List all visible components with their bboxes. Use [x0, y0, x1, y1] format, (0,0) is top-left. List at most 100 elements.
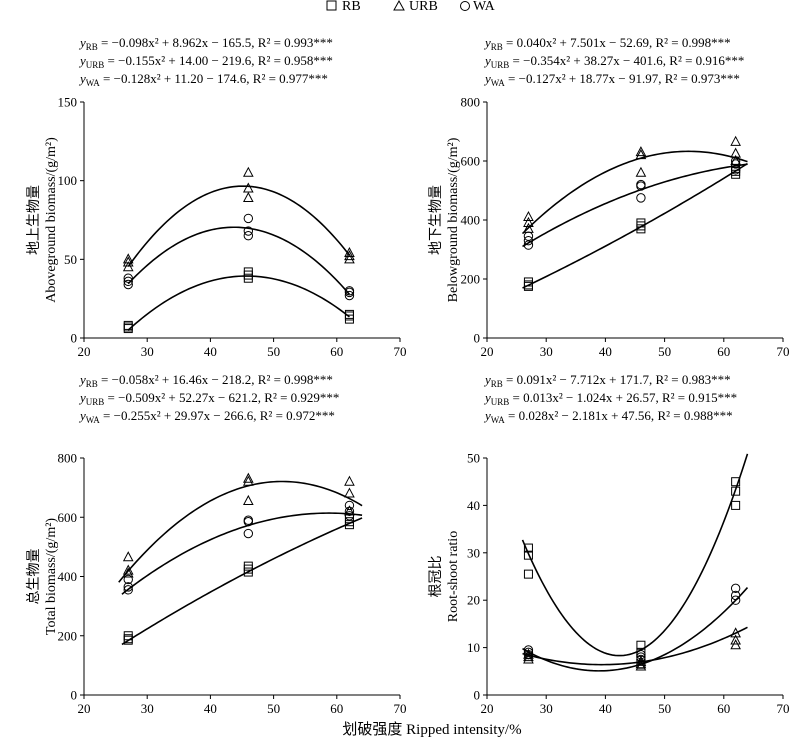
point-wa — [523, 235, 534, 246]
y-tick-label: 20 — [467, 593, 480, 608]
x-tick-label: 70 — [394, 701, 407, 716]
point-wa — [344, 506, 355, 517]
x-axis-label: 划破强度 Ripped intensity/% — [342, 721, 521, 738]
equation-rb: yRB = −0.058x² + 16.46x − 218.2, R² = 0.… — [78, 372, 333, 389]
fit-curve-rb — [522, 162, 748, 289]
point-wa — [636, 179, 646, 190]
x-tick-label: 60 — [717, 344, 730, 359]
x-tick-label: 50 — [267, 344, 280, 359]
point-rb — [243, 561, 253, 571]
fit-curve-rb — [521, 453, 749, 657]
fit-curve-wa — [522, 163, 748, 248]
equation-wa: yWA = −0.255x² + 29.97x − 266.6, R² = 0.… — [78, 408, 335, 425]
x-tick-label: 40 — [204, 344, 217, 359]
fit-curve-urb — [127, 185, 351, 268]
fit-curve-wa — [121, 512, 363, 595]
y-tick-label: 50 — [64, 252, 77, 267]
point-rb — [344, 309, 354, 319]
x-tick-label: 30 — [141, 344, 154, 359]
point-urb — [122, 256, 134, 267]
x-tick-label: 50 — [658, 344, 671, 359]
point-urb — [122, 253, 134, 264]
equation-rb: yRB = 0.040x² + 7.501x − 52.69, R² = 0.9… — [483, 35, 731, 52]
point-wa — [123, 279, 133, 290]
point-urb — [730, 135, 741, 146]
point-rb — [731, 477, 741, 487]
point-wa — [730, 590, 741, 601]
point-rb — [123, 320, 133, 330]
legend-wa-label: WA — [473, 0, 496, 14]
point-urb — [242, 472, 254, 483]
legend-rb-label: RB — [342, 0, 361, 14]
point-urb — [344, 253, 355, 264]
point-wa — [344, 290, 355, 301]
point-rb — [636, 640, 646, 650]
x-tick-label: 20 — [78, 344, 91, 359]
x-tick-label: 30 — [540, 701, 553, 716]
panel-belowground: yRB = 0.040x² + 7.501x − 52.69, R² = 0.9… — [428, 35, 790, 359]
equation-rb: yRB = 0.091x² − 7.712x + 171.7, R² = 0.9… — [483, 372, 731, 389]
y-tick-label: 600 — [461, 154, 481, 169]
point-wa — [243, 213, 254, 224]
point-urb — [344, 487, 355, 498]
point-wa — [243, 231, 254, 241]
point-wa — [523, 231, 534, 241]
y-axis-label: 总生物量 Total biomass/(g/m²) — [26, 518, 59, 635]
panel-root-shoot: yRB = 0.091x² − 7.712x + 171.7, R² = 0.9… — [428, 372, 790, 716]
y-tick-label: 50 — [467, 451, 480, 466]
point-wa — [523, 647, 534, 658]
equation-urb: yURB = −0.155x² + 14.00 − 219.6, R² = 0.… — [78, 53, 333, 70]
y-tick-label: 0 — [474, 331, 481, 346]
legend-urb-label: URB — [409, 0, 438, 14]
point-rb — [123, 631, 133, 641]
x-tick-label: 20 — [78, 701, 91, 716]
point-urb — [242, 191, 254, 202]
x-tick-label: 50 — [267, 701, 280, 716]
legend-wa-marker — [460, 1, 470, 11]
x-tick-label: 70 — [777, 344, 790, 359]
fit-curve-urb — [522, 626, 748, 666]
panel-aboveground: yRB = −0.098x² + 8.962x − 165.5, R² = 0.… — [26, 35, 407, 359]
y-tick-label: 400 — [58, 569, 78, 584]
point-wa — [523, 650, 534, 660]
legend-rb-marker — [326, 0, 337, 11]
point-wa — [523, 645, 534, 655]
point-wa — [636, 650, 646, 660]
point-rb — [523, 543, 533, 553]
y-tick-label: 800 — [461, 95, 481, 110]
y-tick-label: 10 — [467, 640, 480, 655]
point-urb — [344, 250, 355, 261]
x-tick-label: 70 — [394, 344, 407, 359]
point-urb — [730, 634, 741, 645]
point-rb — [243, 270, 253, 280]
fit-curve-wa — [522, 587, 749, 672]
x-tick-label: 50 — [658, 701, 671, 716]
point-rb — [243, 267, 253, 277]
y-tick-label: 200 — [461, 272, 481, 287]
point-wa — [344, 500, 355, 511]
point-rb — [523, 277, 533, 287]
fit-curve-wa — [127, 226, 351, 295]
equation-rb: yRB = −0.098x² + 8.962x − 165.5, R² = 0.… — [78, 35, 333, 52]
point-wa — [123, 585, 133, 595]
point-wa — [344, 286, 355, 296]
point-wa — [730, 595, 741, 605]
point-rb — [523, 569, 533, 579]
point-wa — [123, 276, 133, 287]
x-tick-label: 70 — [777, 701, 790, 716]
point-urb — [523, 210, 534, 222]
point-urb — [242, 166, 254, 177]
point-urb — [635, 146, 647, 157]
point-wa — [123, 273, 133, 283]
point-urb — [242, 182, 254, 193]
x-tick-label: 30 — [141, 701, 154, 716]
y-tick-label: 40 — [467, 498, 480, 513]
point-urb — [122, 564, 134, 575]
point-rb — [636, 218, 646, 228]
point-wa — [730, 159, 741, 169]
point-urb — [242, 475, 254, 486]
point-urb — [523, 216, 534, 227]
point-urb — [730, 627, 741, 638]
point-wa — [730, 583, 741, 594]
point-wa — [243, 515, 254, 525]
